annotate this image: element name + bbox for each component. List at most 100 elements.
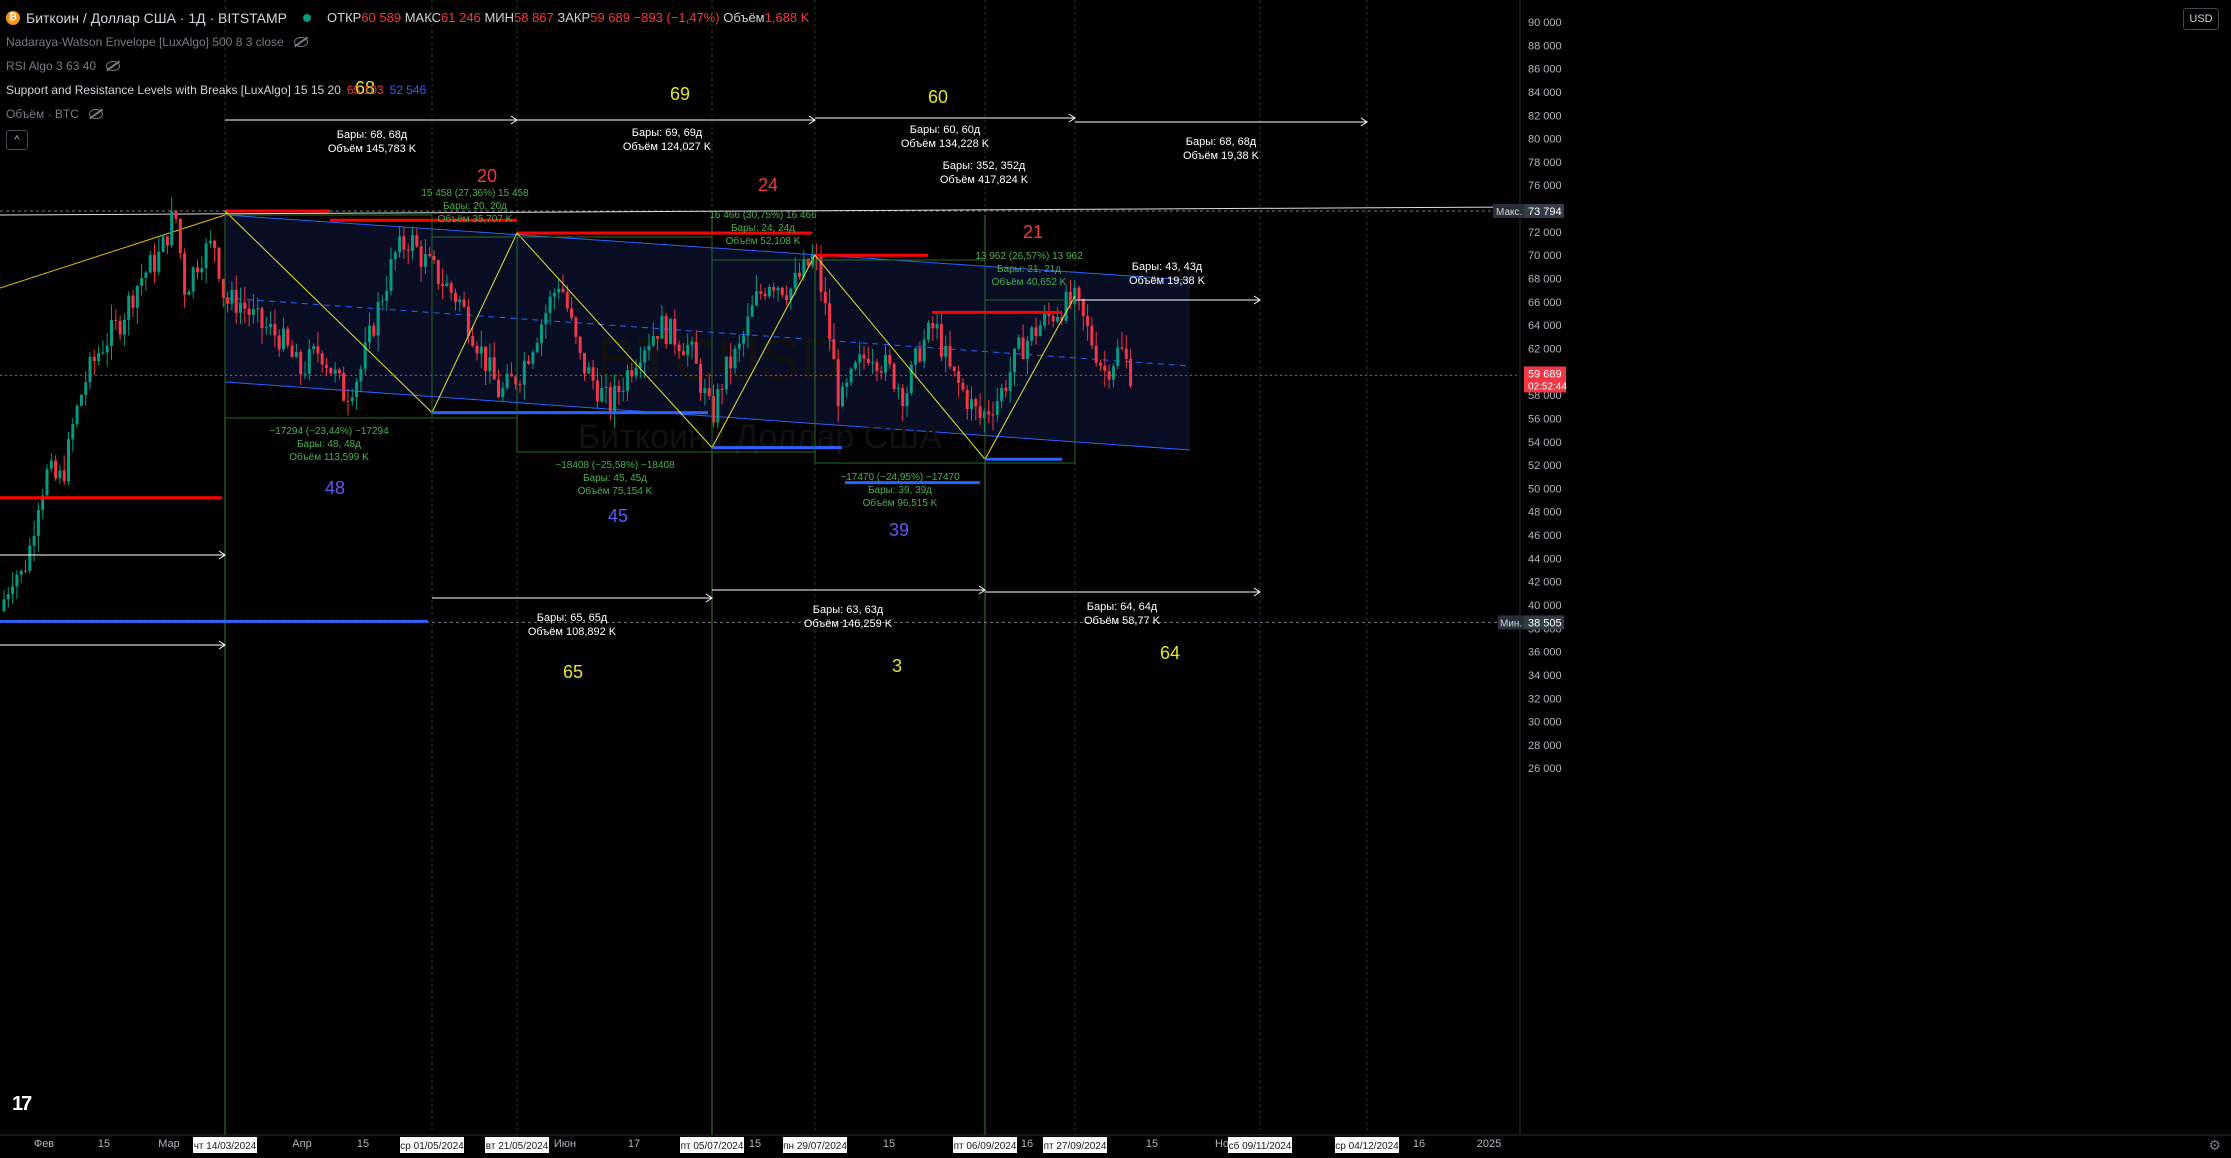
eye-hidden-icon[interactable] [88,109,103,119]
price-tick-label: 58 000 [1528,390,1562,402]
candle-body [681,351,685,356]
currency-selector[interactable]: USD [2183,8,2219,30]
candle-body [626,370,629,391]
measure-label: Объём 96,515 K [863,497,938,509]
candle-body [1047,313,1051,317]
candle-body [1124,348,1128,359]
measure-label: Объём 75,154 K [578,485,653,497]
candle-body [389,259,393,291]
candle-body [174,210,178,219]
time-marker-label: пн 29/07/2024 [783,1141,847,1152]
close-value: 59 689 [590,10,630,25]
indicator-rsi[interactable]: RSI Algo 3 63 40 [6,54,809,78]
eye-hidden-icon[interactable] [293,37,308,47]
time-axis-label: 15 [357,1138,369,1150]
candle-body [514,376,518,385]
candle-body [634,367,638,377]
symbol-row[interactable]: ₿ Биткоин / Доллар США · 1Д · BITSTAMP О… [6,6,809,30]
candle-body [802,258,806,277]
trend-line [0,214,226,289]
indicator-volume[interactable]: Объём · BTC [6,102,809,126]
candle-body [221,279,225,298]
time-axis-label: Июн [554,1138,576,1150]
candle-body [613,386,617,415]
candle-body [841,386,844,407]
time-axis-label: 15 [749,1138,761,1150]
time-marker-bg [400,1137,464,1153]
candle-body [836,359,840,407]
symbol-title[interactable]: Биткоин / Доллар США · 1Д · BITSTAMP [26,10,288,26]
measure-label: 15 458 (27,36%) 15 458 [421,188,529,199]
candle-body [901,387,905,407]
candle-body [1129,358,1133,386]
price-tick-label: 28 000 [1528,740,1562,752]
candle-body [497,379,500,398]
candle-body [110,319,113,346]
range-label-volume: Объём 19,38 K [1129,275,1206,287]
candle-body [944,345,948,357]
candle-body [1056,316,1059,322]
candle-body [11,586,15,595]
candle-body [871,362,875,364]
arrow-head [808,115,816,125]
candle-body [750,305,754,317]
candle-body [466,306,470,336]
candle-body [75,405,79,424]
candle-body [299,352,303,375]
candle-body [204,243,208,269]
candle-body [402,236,406,250]
range-label-bars: Бары: 65, 65д [537,612,608,624]
price-tick-label: 52 000 [1528,460,1562,472]
candle-body [436,260,440,285]
price-tick-label: 40 000 [1528,600,1562,612]
cycle-number: 65 [563,662,583,682]
measure-label: Бары: 45, 45д [583,473,647,484]
max-label-bg [1493,203,1525,218]
candle-body [411,234,414,251]
candle-body [501,388,505,398]
candle-body [600,388,604,402]
candle-body [677,344,681,352]
time-axis-label: 2025 [1477,1138,1501,1150]
candle-body [157,251,161,272]
range-label-volume: Объём 108,892 K [528,626,617,638]
candle-body [660,315,664,339]
high-value: 61 246 [441,10,481,25]
collapse-legend-button[interactable]: ^ [6,130,28,150]
candle-body [1043,313,1047,326]
candle-body [350,397,354,402]
range-label-bars: Бары: 60, 60д [910,124,981,136]
cycle-number: 45 [608,506,628,526]
candle-body [793,272,797,289]
candle-body [884,354,887,373]
open-value: 60 589 [361,10,402,25]
eye-hidden-icon[interactable] [106,61,121,71]
candle-body [303,373,307,375]
last-price-value: 59 689 [1528,368,1562,380]
candle-body [1038,325,1042,336]
indicator-nadaraya[interactable]: Nadaraya-Watson Envelope [LuxAlgo] 500 8… [6,30,809,54]
indicator-sr-levels[interactable]: Support and Resistance Levels with Break… [6,78,809,102]
candle-body [638,362,642,368]
range-label-volume: Объём 134,228 K [901,138,990,150]
time-axis-label: 16 [1021,1138,1033,1150]
candle-body [183,253,187,295]
candle-body [462,299,466,307]
candle-body [196,267,199,273]
candle-body [325,364,328,368]
candle-body [398,236,402,253]
candle-body [1017,337,1021,349]
candle-body [1008,372,1012,391]
candle-body [1086,316,1090,326]
candle-body [191,267,195,292]
candle-body [914,348,918,365]
price-tick-label: 78 000 [1528,157,1562,169]
volume-label: Объём [723,10,765,25]
tradingview-logo[interactable]: 17 [12,1093,32,1115]
price-tick-label: 54 000 [1528,437,1562,449]
candle-body [372,325,376,336]
gear-icon[interactable]: ⚙ [2208,1137,2221,1153]
candle-body [1004,387,1008,391]
time-marker-label: сб 09/11/2024 [1229,1140,1292,1152]
